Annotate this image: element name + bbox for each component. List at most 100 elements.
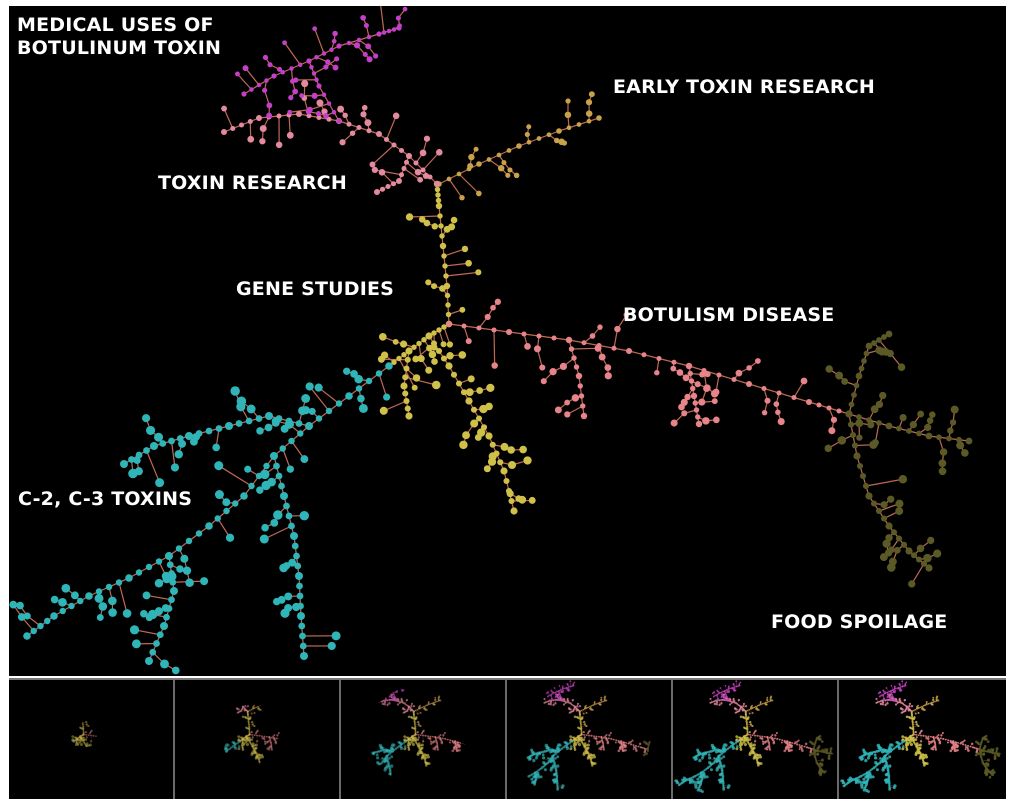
network-node-medical bbox=[277, 66, 283, 72]
network-node-botulism bbox=[809, 747, 812, 750]
network-node-botulism bbox=[768, 747, 771, 749]
network-node-botulism bbox=[638, 742, 642, 746]
network-node-gene bbox=[582, 752, 586, 756]
network-node-gene bbox=[79, 737, 82, 740]
network-node-c2c3 bbox=[722, 755, 726, 759]
network-node-medical bbox=[554, 691, 557, 694]
network-edge bbox=[239, 738, 244, 742]
network-node-food bbox=[920, 560, 928, 567]
network-node-botulism bbox=[746, 381, 752, 387]
network-node-medical bbox=[889, 698, 892, 701]
network-node-c2c3 bbox=[17, 613, 26, 621]
network-edge bbox=[88, 733, 91, 736]
timeline-frame-5[interactable] bbox=[673, 680, 839, 799]
network-node-medical bbox=[569, 680, 572, 683]
network-node-toxin bbox=[884, 699, 887, 702]
network-node-c2c3 bbox=[530, 777, 534, 781]
network-node-c2c3 bbox=[562, 746, 565, 749]
network-node-gene bbox=[434, 186, 441, 193]
network-node-early bbox=[751, 704, 753, 707]
network-node-c2c3 bbox=[185, 578, 194, 587]
network-node-food bbox=[916, 544, 925, 553]
network-node-c2c3 bbox=[270, 518, 279, 527]
network-node-botulism bbox=[549, 368, 557, 376]
network-node-c2c3 bbox=[543, 768, 547, 772]
network-node-early bbox=[585, 99, 593, 106]
timeline-frame-4[interactable] bbox=[507, 680, 673, 799]
network-node-botulism bbox=[625, 741, 628, 744]
network-node-c2c3 bbox=[256, 486, 264, 494]
network-node-c2c3 bbox=[325, 407, 333, 415]
network-node-gene bbox=[435, 347, 443, 355]
network-node-food bbox=[818, 735, 821, 738]
network-node-food bbox=[879, 391, 887, 400]
network-node-medical bbox=[365, 43, 372, 50]
network-node-toxin bbox=[554, 702, 557, 705]
network-node-botulism bbox=[929, 741, 933, 744]
label-c2-c3-toxins: C-2, C-3 TOXINS bbox=[18, 488, 193, 510]
network-node-c2c3 bbox=[301, 394, 311, 403]
network-node-c2c3 bbox=[214, 461, 224, 471]
network-node-botulism bbox=[776, 737, 779, 741]
network-edge bbox=[248, 734, 250, 738]
network-node-c2c3 bbox=[295, 420, 303, 427]
network-node-botulism bbox=[670, 419, 678, 427]
network-node-early bbox=[932, 698, 935, 702]
network-node-c2c3 bbox=[358, 403, 368, 413]
network-node-gene bbox=[739, 747, 742, 750]
network-node-c2c3 bbox=[135, 451, 143, 459]
network-node-c2c3 bbox=[279, 445, 286, 452]
network-node-botulism bbox=[816, 402, 822, 408]
network-edge bbox=[266, 741, 269, 743]
network-node-c2c3 bbox=[355, 385, 363, 392]
network-node-toxin bbox=[419, 149, 427, 157]
network-node-medical bbox=[336, 43, 342, 49]
network-node-c2c3 bbox=[95, 588, 103, 595]
network-node-gene bbox=[528, 496, 536, 504]
network-node-gene bbox=[415, 716, 418, 719]
network-node-food bbox=[855, 372, 863, 380]
network-node-gene bbox=[756, 756, 760, 760]
network-node-early bbox=[437, 698, 440, 701]
network-node-medical bbox=[384, 699, 387, 702]
network-node-botulism bbox=[448, 741, 451, 744]
network-node-early bbox=[768, 700, 770, 703]
network-node-botulism bbox=[594, 344, 602, 352]
timeline-frame-2[interactable] bbox=[175, 680, 341, 799]
network-node-c2c3 bbox=[133, 456, 141, 464]
network-edge bbox=[252, 750, 254, 753]
network-node-gene bbox=[585, 724, 588, 728]
network-node-food bbox=[938, 459, 947, 468]
network-node-botulism bbox=[255, 740, 259, 743]
network-node-c2c3 bbox=[715, 760, 718, 764]
network-node-gene bbox=[82, 738, 86, 742]
network-node-toxin bbox=[383, 703, 386, 706]
network-node-gene bbox=[497, 459, 504, 466]
network-node-medical bbox=[877, 692, 880, 695]
network-node-c2c3 bbox=[295, 572, 303, 580]
network-node-c2c3 bbox=[260, 469, 270, 480]
network-node-c2c3 bbox=[108, 596, 117, 606]
network-node-gene bbox=[247, 722, 250, 725]
network-node-gene bbox=[242, 737, 245, 740]
network-node-c2c3 bbox=[402, 741, 406, 744]
network-node-botulism bbox=[554, 406, 562, 414]
network-node-c2c3 bbox=[163, 613, 170, 621]
network-node-gene bbox=[83, 741, 86, 744]
network-node-botulism bbox=[595, 735, 598, 738]
timeline-frame-6[interactable] bbox=[839, 680, 1003, 799]
timeline-frame-1[interactable] bbox=[9, 680, 175, 799]
network-node-gene bbox=[248, 725, 251, 728]
network-node-c2c3 bbox=[50, 612, 58, 620]
network-node-botulism bbox=[641, 352, 647, 358]
network-node-gene bbox=[424, 762, 428, 765]
network-node-early bbox=[421, 706, 424, 709]
network-node-medical bbox=[381, 30, 387, 35]
network-node-food bbox=[847, 421, 855, 428]
network-edge bbox=[226, 746, 234, 752]
network-node-toxin bbox=[243, 708, 246, 711]
timeline-frame-3[interactable] bbox=[341, 680, 507, 799]
network-node-c2c3 bbox=[248, 482, 255, 490]
network-node-gene bbox=[243, 738, 247, 742]
network-node-gene bbox=[252, 747, 255, 750]
